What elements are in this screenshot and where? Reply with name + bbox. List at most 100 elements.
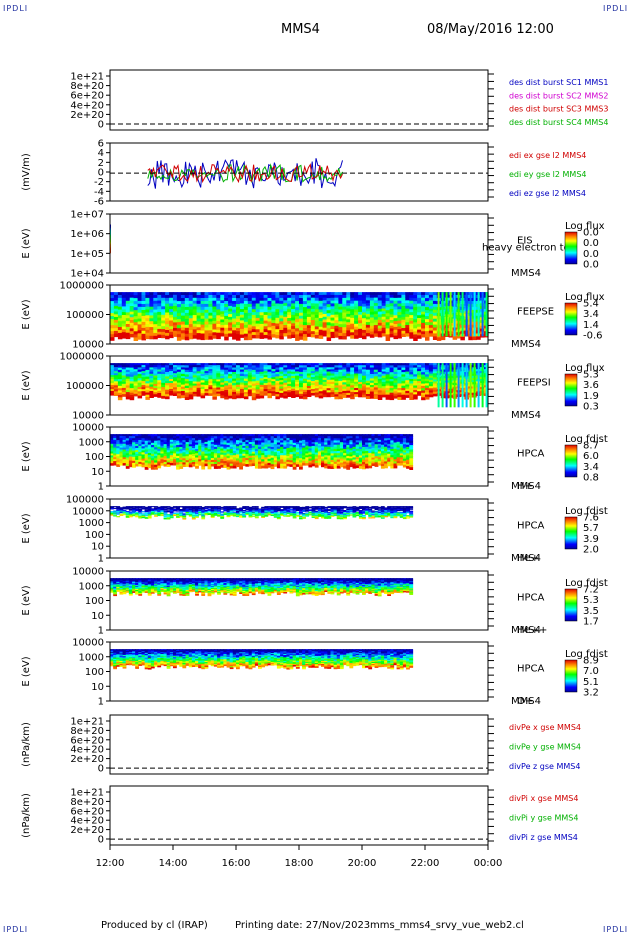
spectrogram-cell	[176, 395, 182, 399]
spectrogram-cell	[263, 383, 269, 386]
spectrogram-cell	[121, 375, 127, 379]
spectrogram-cell	[428, 392, 434, 396]
spectrogram-cell	[393, 315, 398, 319]
spectrogram-cell	[125, 300, 131, 305]
spectrogram-cell	[239, 300, 245, 304]
spectrogram-cell	[129, 395, 135, 398]
spectrogram-cell	[314, 375, 320, 379]
spectrogram-cell	[417, 329, 422, 334]
spectrogram-cell	[228, 311, 233, 315]
spectrogram-cell	[137, 333, 143, 337]
spectrogram-cell	[232, 327, 237, 331]
spectrogram-cell	[283, 319, 288, 323]
spectrogram-cell	[180, 386, 186, 390]
spectrogram-cell	[302, 367, 308, 371]
spectrogram-cell	[267, 391, 272, 394]
spectrogram-cell	[362, 321, 367, 325]
spectrogram-cell	[259, 371, 265, 375]
spectrogram-cell	[247, 303, 253, 308]
spectrogram-cell	[243, 295, 249, 299]
spectrogram-cell	[275, 306, 280, 310]
spectrogram-cell	[259, 332, 265, 336]
y-axis-label-p4: E (eV)	[21, 299, 32, 329]
spectrogram-cell	[389, 314, 395, 318]
spectrogram-cell	[334, 317, 339, 321]
spectrogram-cell	[110, 441, 114, 445]
spectrogram-cell	[200, 391, 206, 394]
spectrogram-cell	[145, 300, 150, 305]
spectrogram-cell	[157, 326, 162, 330]
spectrogram-cell	[421, 376, 426, 380]
spectrogram-cell	[247, 393, 253, 397]
spectrogram-cell	[401, 387, 406, 391]
spectrogram-cell	[251, 326, 257, 330]
spectrogram-cell	[239, 292, 245, 296]
spectrogram-cell	[425, 298, 430, 302]
spectrogram-cell	[409, 332, 414, 336]
spectrogram-cell	[110, 363, 115, 366]
spectrogram-cell	[220, 382, 225, 386]
spectrogram-cell	[302, 380, 308, 384]
spectrogram-cell	[338, 303, 343, 308]
spectrogram-cell	[326, 373, 332, 377]
spectrogram-cell	[149, 388, 154, 392]
spectrogram-cell	[362, 335, 367, 340]
spectrogram-cell	[169, 373, 174, 376]
spectrogram-cell	[157, 393, 162, 396]
spectrogram-cell	[157, 378, 162, 381]
spectrogram-cell	[346, 308, 351, 312]
spectrogram-cell	[287, 367, 292, 370]
spectrogram-cell	[196, 379, 202, 383]
spectrogram-cell	[389, 306, 395, 310]
spectrogram-cell	[381, 311, 387, 315]
spectrogram-cell	[389, 374, 395, 378]
spectrogram-cell	[132, 438, 136, 441]
spectrogram-cell	[338, 330, 343, 334]
colorbar-title-p4: Log flux	[565, 292, 605, 303]
spectrogram-cell	[255, 363, 261, 366]
spectrogram-cell	[263, 393, 269, 396]
spectrogram-cell	[275, 292, 280, 296]
spectrogram-cell	[192, 297, 198, 302]
spectrogram-cell	[251, 309, 257, 313]
spectrogram-cell	[377, 363, 383, 366]
spectrogram-cell	[192, 312, 198, 316]
spectrogram-cell	[283, 382, 288, 386]
spectrogram-cell	[279, 324, 284, 328]
spectrogram-cell	[236, 365, 241, 368]
spectrogram-cell	[243, 315, 249, 320]
spectrogram-cell	[184, 383, 190, 387]
spectrogram-cell	[208, 318, 213, 323]
spectrogram-cell	[358, 388, 363, 391]
spectrogram-cell	[310, 367, 316, 370]
spectrogram-cell	[283, 391, 288, 395]
spectrogram-cell	[409, 365, 414, 369]
spectrogram-cell	[113, 443, 117, 447]
spectrogram-cell	[263, 297, 269, 302]
spectrogram-cell	[141, 452, 146, 455]
spectrogram-cell	[220, 371, 225, 375]
spectrogram-cell	[116, 464, 121, 467]
spectrogram-cell	[267, 321, 272, 325]
spectrogram-cell	[326, 328, 332, 332]
spectrogram-cell	[116, 446, 121, 449]
spectrogram-cell	[116, 434, 121, 437]
spectrogram-cell	[196, 381, 202, 385]
spectrogram-cell	[125, 306, 131, 311]
spectrogram-cell	[157, 371, 162, 375]
spectrogram-cell	[133, 337, 139, 341]
spectrogram-cell	[401, 319, 406, 324]
spectrogram-cell	[369, 306, 375, 310]
spectrogram-cell	[326, 331, 332, 335]
spectrogram-cell	[196, 324, 202, 328]
spectrogram-cell	[314, 369, 320, 373]
spectrogram-cell	[196, 295, 202, 299]
spectrogram-cell	[149, 303, 154, 308]
spectrogram-cell	[369, 387, 375, 390]
spectrogram-cell	[208, 321, 213, 325]
spectrogram-cell	[208, 315, 213, 320]
spectrogram-cell	[243, 312, 249, 317]
spectrogram-cell	[116, 442, 121, 445]
spectrogram-cell	[283, 395, 288, 399]
spectrogram-cell	[200, 386, 206, 390]
